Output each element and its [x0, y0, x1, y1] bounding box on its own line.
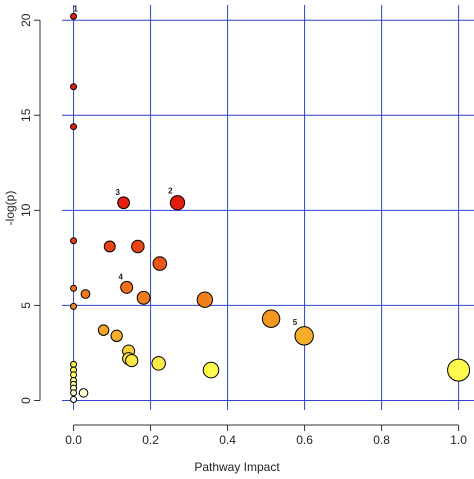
y-tick-label: 15: [19, 108, 33, 122]
point: [80, 289, 91, 299]
y-tick-label: 10: [19, 203, 33, 217]
point: [70, 284, 78, 292]
x-tick-label: 1.0: [450, 433, 467, 447]
point: [169, 195, 186, 211]
x-tick-label: 0.2: [142, 433, 159, 447]
point: [151, 356, 166, 371]
x-tick-label: 0.4: [219, 433, 236, 447]
point: [120, 280, 134, 294]
x-tick-label: 0.6: [296, 433, 313, 447]
point: [70, 12, 78, 20]
point: [70, 237, 78, 245]
point: [70, 360, 78, 368]
y-axis-label: -log(p): [3, 191, 17, 226]
point: [97, 324, 110, 336]
point: [70, 83, 78, 91]
point: [136, 290, 151, 305]
point: [117, 196, 130, 210]
point: [103, 240, 116, 253]
point: [152, 256, 168, 271]
point: [70, 389, 78, 397]
point-label: 1: [73, 5, 78, 14]
x-tick-label: 0.8: [373, 433, 390, 447]
x-tick-label: 0.0: [65, 433, 82, 447]
point: [196, 291, 214, 308]
point-label: 4: [118, 272, 123, 281]
point-label: 5: [293, 318, 298, 327]
point: [202, 361, 220, 379]
point: [110, 329, 123, 343]
point: [70, 371, 78, 379]
y-tick-label: 20: [19, 13, 33, 27]
point: [125, 353, 139, 368]
y-tick-label: 5: [19, 302, 33, 309]
point: [294, 326, 314, 346]
point: [261, 309, 281, 328]
point: [70, 302, 78, 310]
point: [70, 396, 78, 404]
y-tick-label: 0: [19, 397, 33, 404]
point: [78, 388, 89, 398]
point-label: 2: [168, 187, 173, 196]
point: [447, 358, 471, 382]
point: [131, 239, 145, 254]
x-axis-label: Pathway Impact: [194, 460, 280, 474]
point-label: 3: [115, 188, 120, 197]
point: [70, 123, 78, 131]
